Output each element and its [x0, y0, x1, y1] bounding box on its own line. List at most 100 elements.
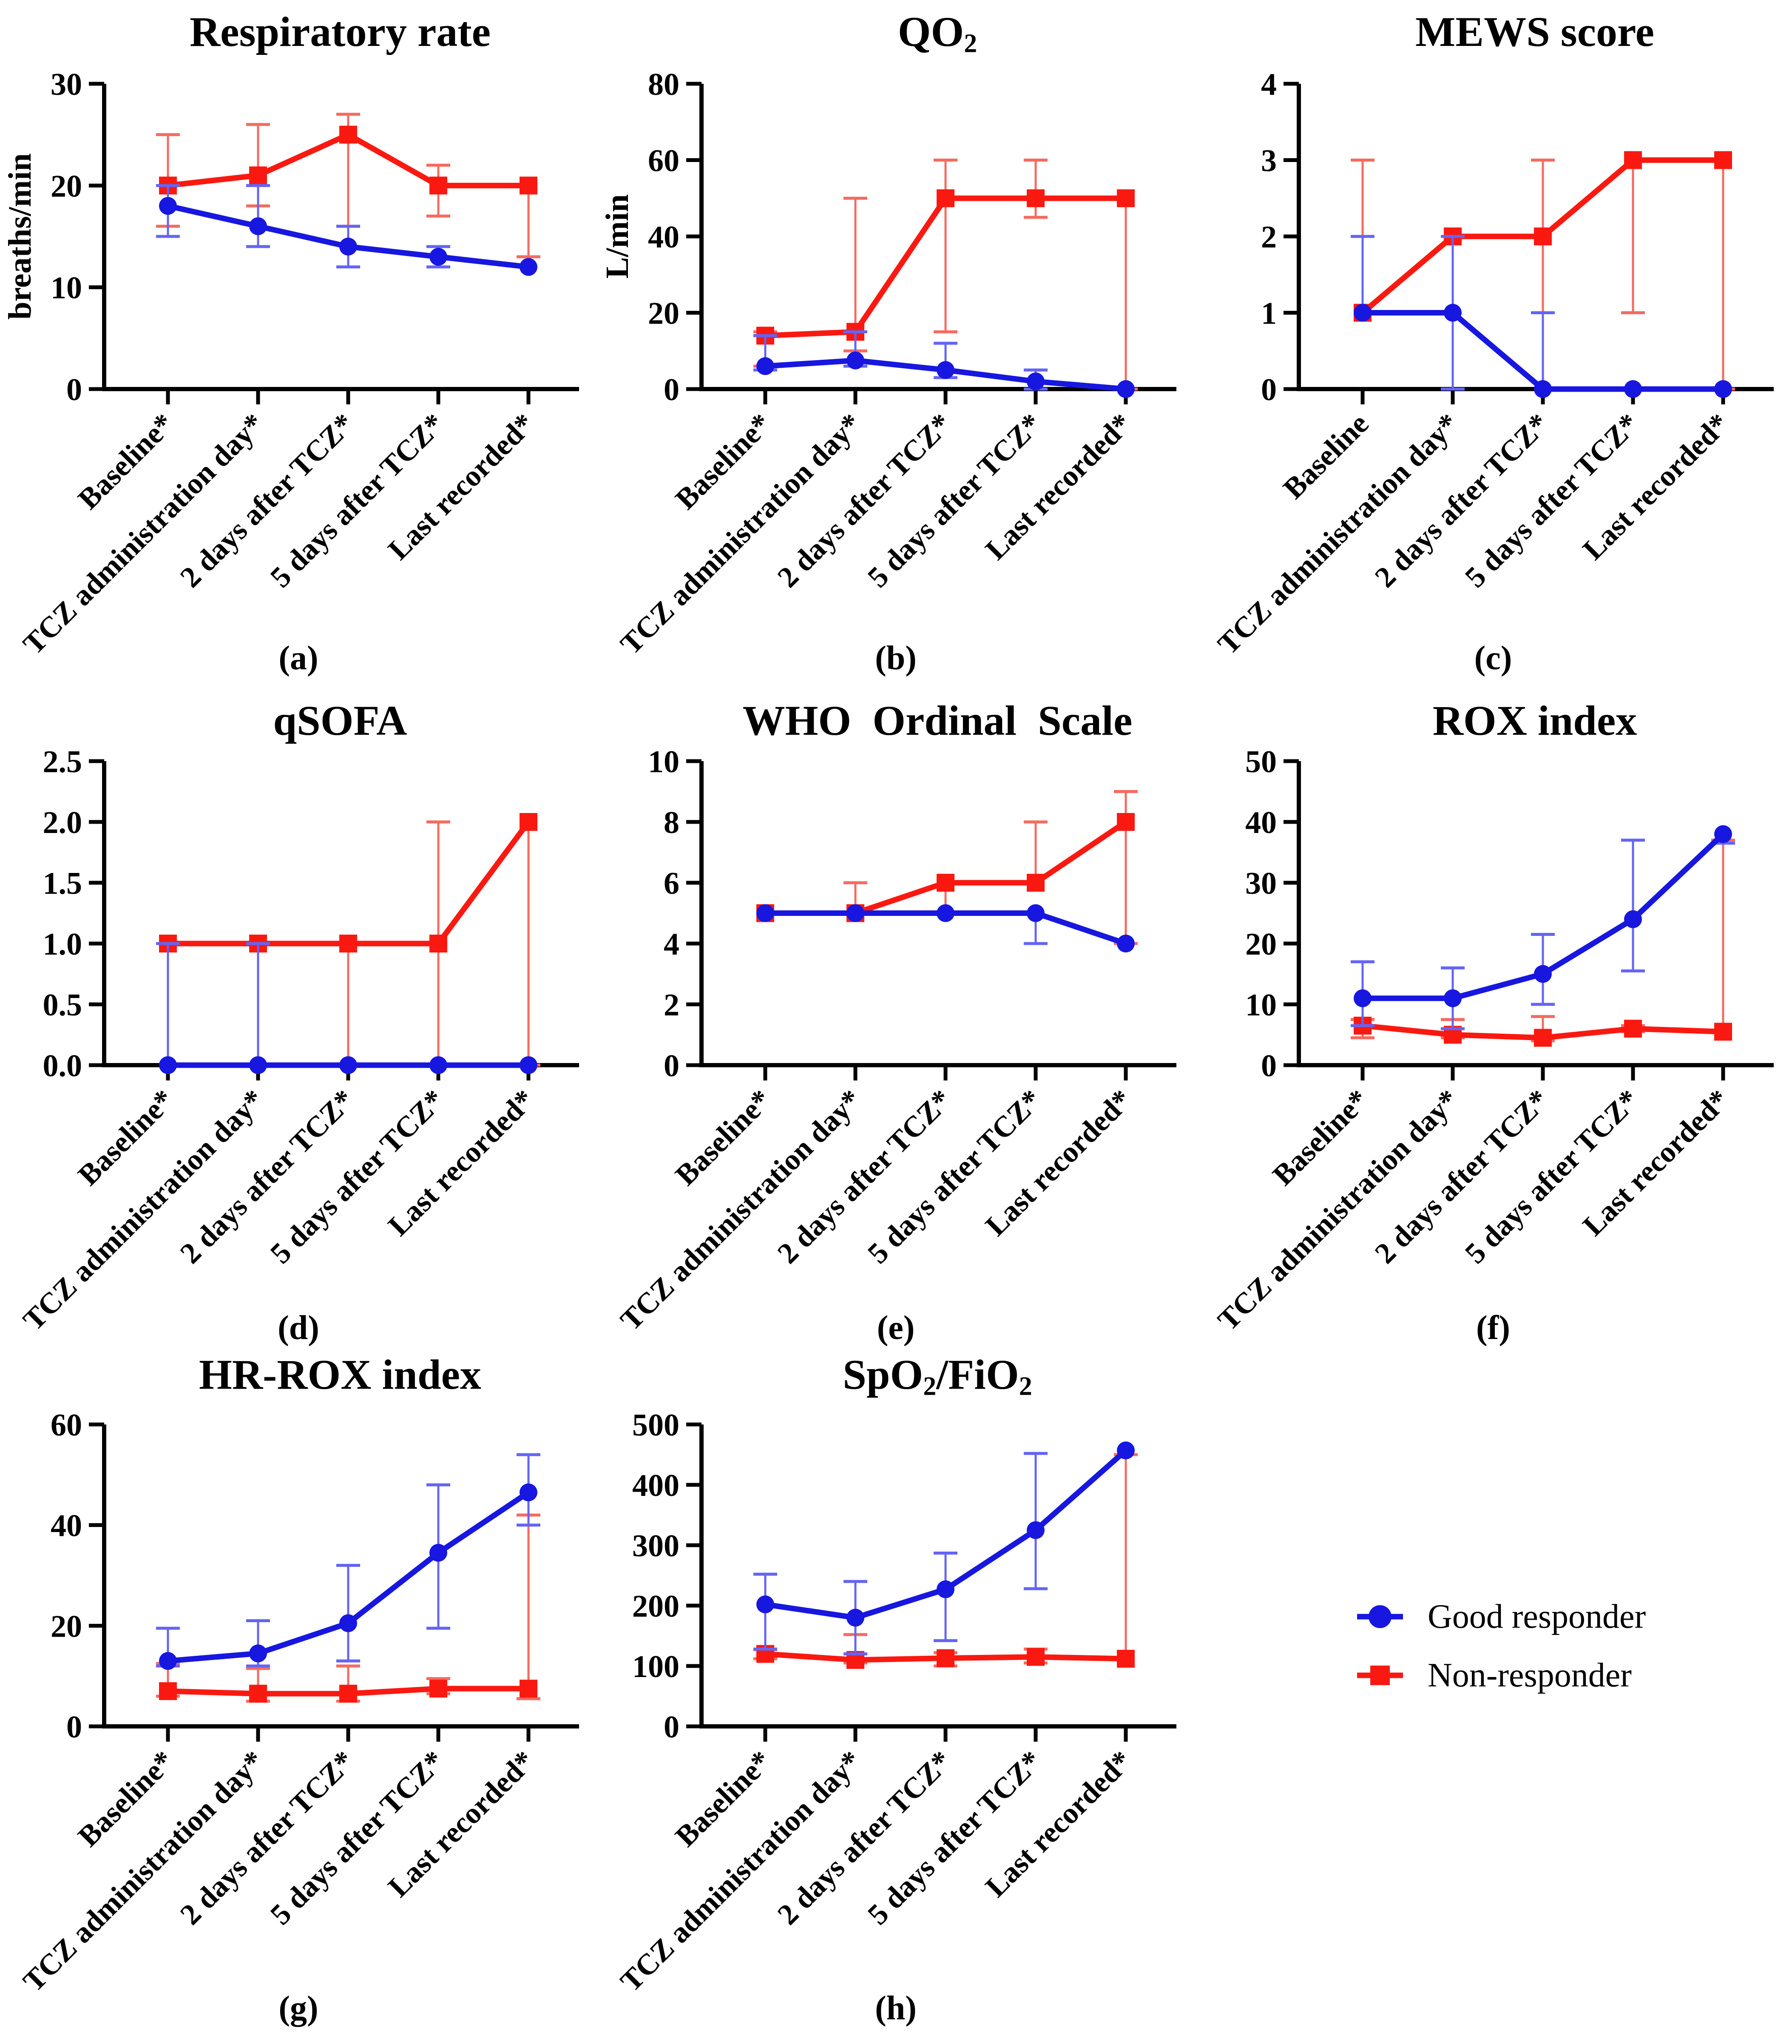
non-responder-point [1117, 189, 1135, 208]
chart-rox-index: 0 10 20 30 40 50 Baseline*TCZ administration d… [1212, 745, 1774, 1333]
y-tick-label: 30 [51, 67, 82, 102]
title-text: QO [897, 8, 964, 55]
y-tick-label: 2 [1261, 220, 1277, 255]
x-axis-ticks: Baseline*TCZ administration day*2 days a… [614, 389, 1138, 661]
x-category-label: 5 days after TCZ* [861, 407, 1048, 594]
good-responder-error-bars [1351, 834, 1735, 1030]
axes [102, 1424, 579, 1728]
good-responder-point [1444, 989, 1462, 1007]
panel-letter-respiratory-rate: (a) [278, 640, 318, 677]
chart-qsofa: 0.0 0.5 1.0 1.5 2.0 2.5 Baseline*TCZ administr… [17, 745, 579, 1333]
title-text: HR-ROX index [199, 1351, 481, 1398]
y-tick-label: 40 [1245, 805, 1277, 840]
chart-title-spo2-fio2: SpO2/FiO2 [843, 1352, 1032, 1400]
y-axis-ticks: 0 2 4 6 8 10 [648, 745, 701, 1083]
panel-letter-qsofa: (d) [278, 1309, 319, 1347]
y-tick-label: 20 [1245, 927, 1277, 962]
good-responder-point [339, 1614, 357, 1632]
x-category-label: 2 days after TCZ* [174, 1745, 361, 1931]
title-text: /FiO [936, 1351, 1019, 1398]
y-axis-ticks: 0 1 2 3 4 [1261, 67, 1299, 407]
good-responder-point [520, 1056, 537, 1074]
title-subscript: 2 [923, 1372, 937, 1401]
good-responder-point [846, 1609, 864, 1627]
good-responder-point [249, 217, 267, 236]
x-category-label: 2 days after TCZ* [771, 1083, 958, 1270]
good-responder-point [1354, 304, 1372, 322]
y-tick-label: 40 [51, 1509, 82, 1544]
good-responder-point [159, 197, 177, 215]
y-axis-label: L/min [599, 194, 635, 279]
good-responder-point [520, 258, 537, 276]
legend-item-good-responder: Good responder [1356, 1595, 1646, 1638]
y-tick-label: 40 [648, 220, 679, 255]
x-category-label: 5 days after TCZ* [1459, 1083, 1645, 1270]
y-tick-label: 2.0 [43, 805, 82, 840]
good-responder-point [429, 1056, 447, 1074]
good-responder-point [937, 361, 954, 379]
x-category-label: 2 days after TCZ* [771, 407, 958, 594]
non-responder-series [156, 1513, 540, 1703]
good-responder-point [1027, 372, 1045, 391]
panel-letter-mews-score: (c) [1474, 640, 1512, 677]
good-responder-point [1354, 989, 1372, 1007]
good-responder-point [1117, 1441, 1135, 1460]
good-responder-point [249, 1644, 267, 1663]
good-responder-series [1351, 825, 1735, 1030]
y-tick-label: 3 [1261, 144, 1277, 179]
good-responder-error-bars [753, 330, 1048, 391]
good-responder-point [429, 247, 447, 266]
x-category-label: 5 days after TCZ* [861, 1745, 1048, 1931]
y-tick-label: 10 [51, 271, 82, 306]
y-tick-label: 8 [664, 805, 679, 840]
y-tick-label: 50 [1245, 745, 1277, 779]
y-tick-label: 0 [664, 1710, 679, 1745]
y-axis-ticks: 0 10 20 30 40 50 [1245, 745, 1299, 1083]
chart-who-ordinal-scale: 0 2 4 6 8 10 Baseline*TCZ administration day*2… [614, 745, 1176, 1333]
good-responder-point [1117, 380, 1135, 398]
chart-title-rox-index: ROX index [1433, 698, 1637, 743]
y-tick-label: 10 [648, 745, 679, 779]
x-category-label: 2 days after TCZ* [174, 407, 361, 594]
non-responder-point [429, 176, 447, 195]
good-responder-error-bars [156, 942, 270, 1065]
non-responder-line-square-icon [1356, 1663, 1404, 1688]
y-axis-ticks: 0 100 200 300 400 500 [632, 1408, 701, 1745]
y-axis-label: breaths/min [2, 153, 38, 319]
title-subscript: 2 [964, 29, 977, 58]
chart-title-qo2: QO2 [898, 9, 977, 57]
y-tick-label: 2.5 [43, 745, 82, 779]
chart-respiratory-rate: 0 10 20 30 Baseline*TCZ administration day*2… [2, 67, 579, 661]
chart-title-qsofa: qSOFA [273, 698, 407, 743]
y-tick-label: 0 [664, 372, 679, 407]
title-text: ROX index [1432, 697, 1637, 744]
non-responder-point [1027, 874, 1045, 892]
non-responder-error-bars [843, 790, 1138, 945]
good-responder-point [1027, 1521, 1045, 1539]
title-text: MEWS score [1415, 8, 1654, 55]
non-responder-point [1117, 813, 1135, 831]
non-responder-point [937, 189, 954, 208]
y-tick-label: 400 [632, 1468, 679, 1503]
x-category-label: 5 days after TCZ* [1459, 407, 1645, 594]
y-tick-label: 20 [648, 296, 679, 331]
legend-item-non-responder: Non-responder [1356, 1654, 1646, 1697]
good-responder-point [249, 1056, 267, 1074]
legend-label-good-responder: Good responder [1428, 1598, 1646, 1635]
y-tick-label: 60 [51, 1408, 82, 1443]
good-responder-point [756, 1595, 774, 1614]
non-responder-point [1534, 227, 1552, 245]
good-responder-point [1534, 380, 1552, 398]
x-category-label: 5 days after TCZ* [264, 1745, 451, 1931]
x-category-label: 2 days after TCZ* [174, 1083, 361, 1270]
y-tick-label: 0.0 [43, 1049, 82, 1083]
good-responder-point [1444, 304, 1462, 322]
x-category-label: 2 days after TCZ* [771, 1745, 958, 1931]
non-responder-line [168, 820, 531, 947]
good-responder-point [1624, 910, 1642, 928]
y-tick-label: 6 [664, 866, 679, 901]
y-tick-label: 1 [1261, 296, 1277, 331]
non-responder-series [753, 1453, 1138, 1669]
x-axis-ticks: Baseline*TCZ administration day*2 days a… [17, 1065, 541, 1333]
